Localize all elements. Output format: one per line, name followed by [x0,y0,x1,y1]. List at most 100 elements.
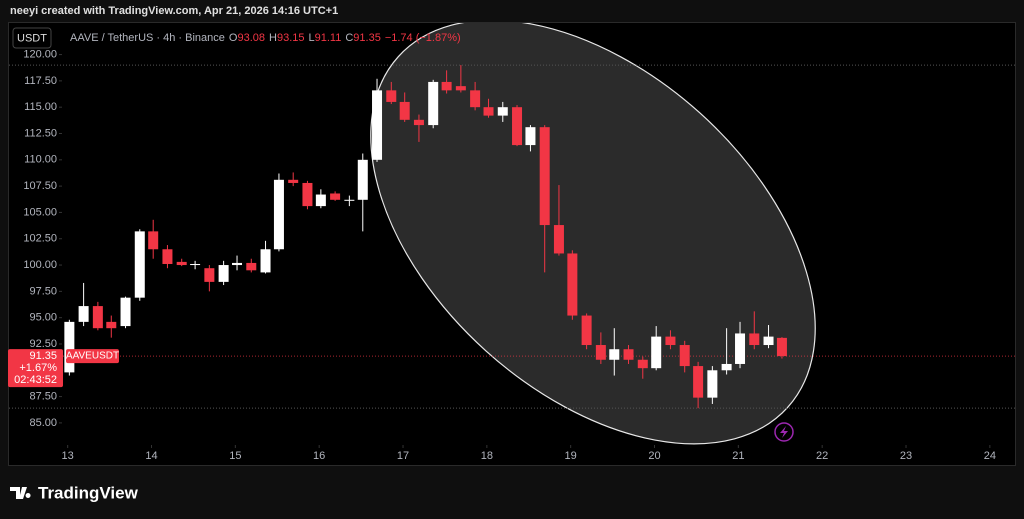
candle-body [679,345,690,367]
candle-body [78,306,89,322]
ohlc-label: H [269,32,277,44]
logo-mark [10,487,31,499]
candle-body [512,107,523,146]
candle-body [190,263,201,266]
candle-body [707,370,718,398]
candle-body [483,107,494,116]
x-tick-label: 17 [397,450,409,462]
candle-body [609,349,620,360]
ohlc-value: 91.11 [315,32,342,44]
candle-body [665,336,676,346]
chart-panel [8,22,1016,466]
candle-body [176,261,187,266]
price-tag-change: +1.67% [19,362,57,374]
candle-body [441,81,452,91]
price-tag-countdown: 02:43:52 [14,374,57,386]
y-tick-label: 92.50 [29,338,57,350]
candle-body [497,107,508,116]
candle-body [749,333,760,346]
x-tick-label: 20 [648,450,660,462]
candle-body [637,359,648,369]
candle-body [623,349,634,360]
candle-body [763,336,774,346]
candle-body [413,119,424,126]
candle-body [120,297,131,327]
x-tick-label: 23 [900,450,912,462]
ohlc-label: C [345,32,353,44]
plot-area [9,23,1015,445]
candle-body [372,90,383,160]
ellipse-annotation [370,23,816,445]
candle-body [302,182,313,207]
y-tick-label: 87.50 [29,390,57,402]
symbol: AAVE / TetherUS · 4h · Binance [70,32,225,44]
y-tick-label: 105.00 [23,206,57,218]
y-tick-label: 110.00 [24,154,57,166]
candle-body [232,262,243,266]
y-tick-label: 117.50 [24,75,57,87]
candle-body [218,265,229,282]
y-tick-label: 102.50 [23,233,57,245]
candle-body [134,231,145,298]
candle-body [567,253,578,316]
x-tick-label: 15 [229,450,241,462]
x-tick-label: 21 [732,450,744,462]
candle-body [246,262,257,271]
candle-body [204,268,215,282]
candle-body [106,321,117,329]
x-tick-label: 24 [984,450,996,462]
candle-body [386,90,397,102]
candle-body [525,127,536,146]
candle-body [344,199,355,201]
candle-body [581,315,592,346]
candle-body [539,127,550,226]
price-tag [8,349,63,388]
candle-body [315,194,326,207]
x-tick-label: 18 [481,450,493,462]
candle-body [455,86,466,91]
attribution: neeyi created with TradingView.com, Apr … [10,5,338,17]
ohlc-label: O [229,32,238,44]
ticker-tag [66,349,119,364]
candle-body [595,345,606,360]
currency-button-label[interactable]: USDT [17,32,47,44]
y-tick-label: 100.00 [23,259,57,271]
ohlc-value: 93.15 [277,32,305,44]
candle-body [651,336,662,369]
price-tag-value: 91.35 [29,350,57,362]
candle-body [357,159,368,200]
alert-icon[interactable] [774,422,794,442]
candle-body [92,306,103,329]
candle-body [428,81,439,126]
y-tick-label: 85.00 [29,417,57,429]
y-tick-label: 107.50 [23,180,57,192]
candle-body [273,179,284,250]
x-tick-label: 19 [565,450,577,462]
brand: TradingView [38,483,139,502]
ohlc-value: 93.08 [237,32,265,44]
candle-body [260,249,271,273]
candle-body [64,321,75,373]
x-tick-label: 16 [313,450,325,462]
alert-icon-bolt [780,426,788,438]
x-tick-label: 14 [145,450,157,462]
x-tick-label: 13 [62,450,74,462]
logo: TradingView [10,483,139,502]
candle-body [162,249,173,264]
candle-body [721,363,732,371]
ohlc-label: L [308,32,314,44]
candle-body [288,179,299,183]
candle-body [330,193,341,200]
candle-body [735,333,746,364]
y-tick-label: 120.00 [23,48,57,60]
change: −1.74 (−1.87%) [385,32,461,44]
y-tick-label: 97.50 [29,285,57,297]
y-tick-label: 95.00 [29,312,57,324]
currency-button[interactable] [12,27,52,49]
candle-body [553,225,564,254]
y-tick-label: 112.50 [24,127,57,139]
y-tick-label: 115.00 [24,101,57,113]
ohlc-value: 91.35 [353,32,381,44]
